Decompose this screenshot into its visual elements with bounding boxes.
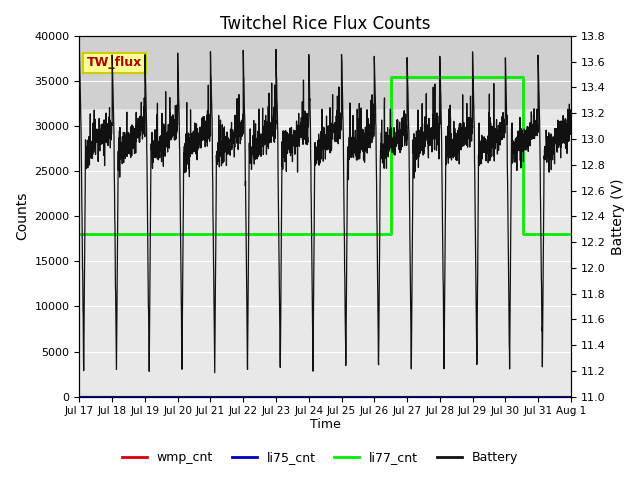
Title: Twitchel Rice Flux Counts: Twitchel Rice Flux Counts [220, 15, 430, 33]
Text: TW_flux: TW_flux [87, 57, 142, 70]
Legend: wmp_cnt, li75_cnt, li77_cnt, Battery: wmp_cnt, li75_cnt, li77_cnt, Battery [116, 446, 524, 469]
X-axis label: Time: Time [310, 419, 340, 432]
Y-axis label: Counts: Counts [15, 192, 29, 240]
Bar [79, 36, 571, 108]
Y-axis label: Battery (V): Battery (V) [611, 178, 625, 254]
